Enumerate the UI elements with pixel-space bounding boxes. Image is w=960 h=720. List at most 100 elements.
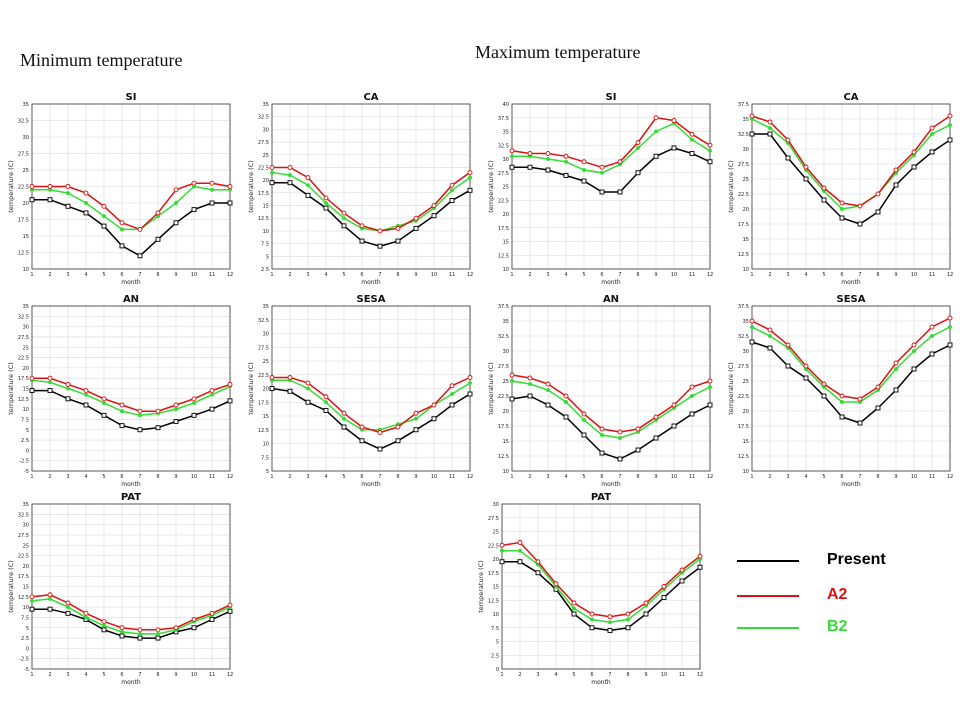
point-a2: [875, 191, 881, 197]
plot-frame: [271, 103, 471, 270]
y-tick-label: 7.5: [261, 242, 269, 248]
point-a2: [509, 372, 515, 378]
y-tick-label: 10: [743, 267, 749, 273]
series-line-present: [271, 387, 471, 450]
point-present: [527, 164, 533, 170]
x-tick-label: 11: [929, 272, 935, 278]
x-tick-label: 4: [84, 474, 87, 480]
point-present: [287, 388, 293, 394]
point-b2: [929, 131, 935, 137]
y-tick-label: 12.5: [18, 251, 29, 257]
y-tick-label: 30: [23, 135, 29, 141]
y-axis-label: temperature (C): [7, 160, 15, 213]
x-tick-label: 3: [546, 272, 549, 278]
series-line-present: [32, 198, 230, 257]
point-a2: [467, 170, 473, 175]
y-axis-label: temperature (C): [247, 160, 255, 213]
y-tick-label: 30: [263, 332, 269, 338]
series-line-present: [502, 561, 701, 632]
x-tick-label: 3: [306, 474, 309, 480]
point-a2: [707, 142, 713, 148]
chart-min-pat: PAT-5-2.502.557.51012.51517.52022.52527.…: [7, 492, 233, 686]
point-a2: [83, 190, 89, 196]
point-b2: [467, 175, 473, 180]
point-a2: [155, 627, 161, 633]
x-tick-label: 3: [66, 474, 69, 480]
point-b2: [341, 216, 347, 221]
series-line-a2: [272, 166, 471, 232]
y-tick-label: 7.5: [21, 417, 29, 423]
chart-min-sesa: SESA57.51012.51517.52022.52527.53032.535…: [247, 294, 473, 488]
point-a2: [155, 210, 161, 216]
y-tick-label: 12.5: [18, 595, 29, 601]
point-present: [119, 633, 125, 639]
x-tick-label: 6: [590, 672, 593, 678]
y-tick-label: 20: [263, 387, 269, 393]
x-tick-label: 7: [858, 272, 861, 278]
x-tick-label: 8: [156, 474, 159, 480]
y-axis-label: temperature (C): [727, 362, 735, 415]
y-tick-label: 17.5: [258, 191, 269, 197]
point-a2: [599, 164, 605, 170]
x-tick-label: 10: [671, 272, 677, 278]
point-present: [83, 402, 89, 408]
point-present: [323, 205, 329, 211]
x-tick-label: 1: [270, 272, 273, 278]
legend-label-a2: A2: [827, 586, 848, 603]
point-present: [689, 411, 695, 417]
point-present: [839, 215, 845, 221]
x-tick-label: 9: [174, 272, 177, 278]
y-tick-label: 15: [23, 387, 29, 393]
point-present: [155, 425, 161, 431]
point-present: [653, 435, 659, 441]
panel-title: PAT: [121, 492, 141, 503]
point-present: [653, 153, 659, 159]
y-tick-label: 35: [743, 117, 749, 123]
point-present: [697, 564, 703, 570]
legend-line-present: [737, 560, 799, 562]
point-present: [269, 386, 275, 391]
point-a2: [947, 315, 953, 321]
chart-max-sesa: SESA1012.51517.52022.52527.53032.53537.5…: [727, 294, 953, 488]
point-b2: [305, 183, 311, 188]
series-line-present: [752, 133, 951, 225]
x-tick-label: 5: [102, 272, 105, 278]
point-a2: [581, 411, 587, 417]
point-a2: [563, 153, 569, 159]
x-axis-label: month: [121, 679, 141, 686]
series-line-b2: [32, 185, 230, 231]
series-line-a2: [501, 541, 701, 618]
point-present: [839, 414, 845, 420]
series-line-b2: [751, 326, 951, 403]
point-b2: [323, 200, 329, 206]
point-b2: [305, 386, 311, 391]
y-tick-label: 10: [23, 407, 29, 413]
x-tick-label: 6: [120, 672, 123, 678]
x-tick-label: 5: [342, 272, 345, 278]
point-present: [535, 570, 541, 576]
x-tick-label: 3: [66, 272, 69, 278]
y-tick-label: 7.5: [491, 626, 499, 632]
y-tick-label: 30: [503, 157, 509, 163]
x-tick-label: 3: [786, 474, 789, 480]
point-present: [359, 438, 365, 444]
x-tick-label: 9: [654, 474, 657, 480]
y-tick-label: 10: [743, 469, 749, 475]
point-a2: [287, 375, 293, 380]
point-b2: [449, 391, 455, 397]
x-tick-label: 7: [608, 672, 611, 678]
plot-frame: [751, 103, 951, 270]
x-axis-label: month: [841, 279, 861, 286]
point-a2: [599, 426, 605, 432]
series-line-present: [751, 341, 951, 424]
point-b2: [599, 170, 605, 175]
x-tick-label: 11: [209, 474, 215, 480]
x-tick-label: 10: [911, 474, 917, 480]
point-present: [269, 180, 275, 186]
x-tick-label: 8: [396, 272, 399, 278]
y-tick-label: 30: [263, 127, 269, 133]
x-tick-label: 7: [618, 272, 621, 278]
point-present: [625, 625, 631, 631]
point-present: [209, 200, 215, 206]
x-tick-label: 1: [500, 672, 503, 678]
